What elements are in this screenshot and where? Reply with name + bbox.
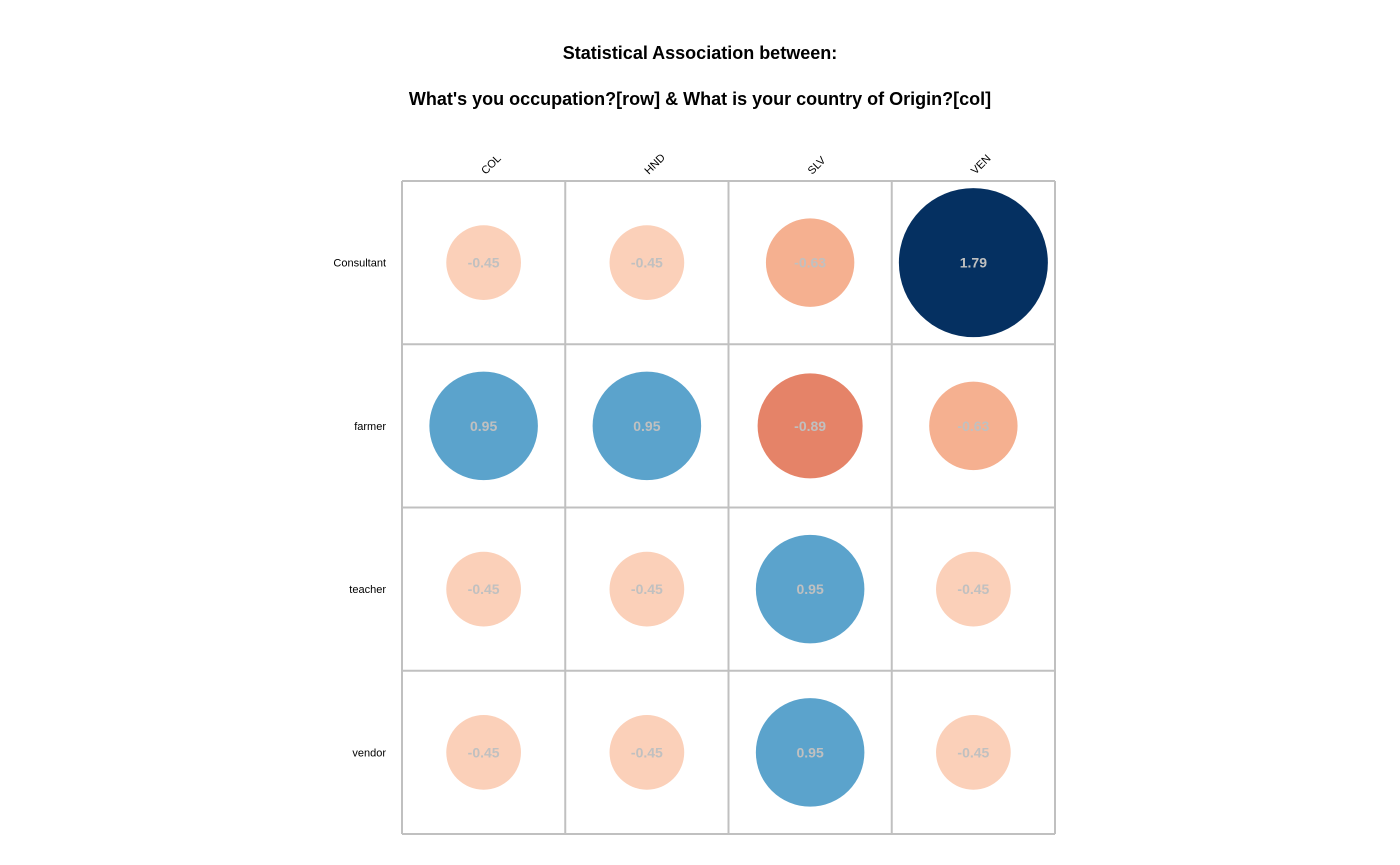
cell-circle (609, 225, 685, 300)
column-label: VEN (969, 153, 994, 178)
cell-circle (755, 534, 865, 644)
cell-circle (757, 373, 863, 479)
cell-circle (936, 551, 1011, 627)
cell-value-label: -0.63 (794, 255, 826, 271)
cell-value-label: 1.79 (960, 255, 987, 271)
cell-circle (609, 715, 685, 790)
cell-value-label: -0.45 (468, 744, 500, 760)
cell-circle (936, 715, 1011, 790)
cell-circle (755, 698, 865, 807)
cell-circle (429, 371, 538, 481)
cell-value-label: -0.45 (957, 744, 989, 760)
row-label: teacher (349, 584, 386, 596)
cell-value-label: 0.95 (797, 581, 824, 597)
column-label: HND (643, 152, 668, 177)
cell-value-label: 0.95 (797, 744, 824, 760)
cell-circle (592, 371, 702, 481)
cell-value-label: -0.45 (468, 255, 500, 271)
row-label: vendor (352, 747, 386, 759)
cell-value-label: -0.45 (957, 581, 989, 597)
cell-circle (929, 381, 1018, 471)
cell-value-label: 0.95 (470, 418, 497, 434)
cell-value-label: 0.95 (633, 418, 660, 434)
cell-circle (446, 551, 521, 627)
column-label: SLV (806, 154, 829, 177)
cell-circle (446, 225, 521, 300)
row-label: farmer (354, 421, 386, 433)
cell-circle (898, 188, 1048, 338)
cell-value-label: -0.45 (631, 581, 663, 597)
cell-circle (446, 715, 521, 790)
chart-subtitle: What's you occupation?[row] & What is yo… (408, 89, 992, 109)
chart-title: Statistical Association between: (562, 43, 838, 63)
cell-value-label: -0.89 (794, 418, 826, 434)
row-label: Consultant (333, 258, 386, 270)
cell-value-label: -0.45 (468, 581, 500, 597)
cell-circle (609, 551, 685, 627)
cell-value-label: -0.45 (631, 744, 663, 760)
cell-value-label: -0.63 (957, 418, 989, 434)
cell-value-label: -0.45 (631, 255, 663, 271)
column-label: COL (479, 153, 503, 177)
cell-circle (765, 218, 855, 307)
